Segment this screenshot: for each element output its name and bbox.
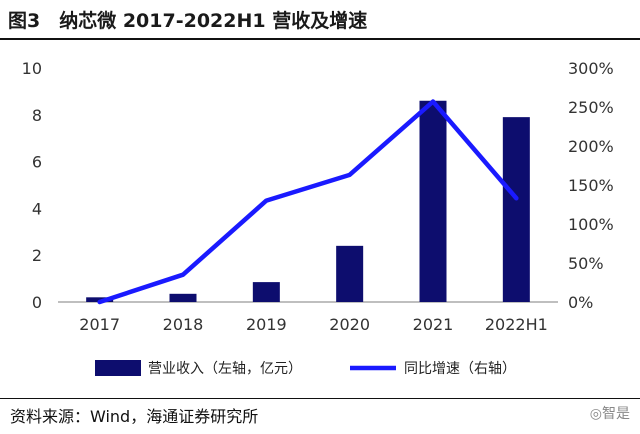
bar-2020	[336, 245, 364, 302]
right-tick-label: 250%	[568, 98, 614, 117]
right-tick-label: 50%	[568, 254, 604, 273]
left-tick-label: 4	[32, 199, 42, 218]
legend-swatch-bar	[95, 360, 141, 376]
growth-line	[97, 99, 519, 305]
bar-2018	[169, 293, 197, 302]
chart-title: 图3 纳芯微 2017-2022H1 营收及增速	[8, 10, 368, 32]
source-note: 资料来源：Wind，海通证券研究所	[10, 407, 259, 426]
x-tick-label: 2019	[246, 315, 287, 334]
right-tick-label: 100%	[568, 215, 614, 234]
bar-2019	[252, 282, 280, 302]
watermark: ◎智是	[589, 406, 630, 422]
x-axis-ticks: 2017 2018 2019 2020 2021 2022H1	[79, 315, 547, 334]
x-tick-label: 2018	[163, 315, 204, 334]
source-divider	[0, 398, 640, 399]
left-tick-label: 6	[32, 153, 42, 172]
right-tick-label: 150%	[568, 176, 614, 195]
title-underline	[0, 38, 640, 40]
plot-area	[58, 99, 558, 305]
legend-label-bar: 营业收入（左轴，亿元）	[148, 361, 302, 377]
bar-2022H1	[502, 117, 530, 302]
legend: 营业收入（左轴，亿元） 同比增速（右轴）	[95, 360, 516, 377]
left-axis-ticks: 0 2 4 6 8 10	[22, 59, 42, 312]
right-tick-label: 200%	[568, 137, 614, 156]
x-tick-label: 2022H1	[485, 315, 548, 334]
legend-label-line: 同比增速（右轴）	[404, 361, 516, 377]
left-tick-label: 2	[32, 246, 42, 265]
left-tick-label: 0	[32, 293, 42, 312]
right-axis-ticks: 0% 50% 100% 150% 200% 250% 300%	[568, 59, 614, 312]
bar-2021	[419, 100, 447, 302]
right-tick-label: 300%	[568, 59, 614, 78]
title-bar: 图3 纳芯微 2017-2022H1 营收及增速	[0, 0, 640, 40]
left-tick-label: 8	[32, 106, 42, 125]
x-tick-label: 2017	[79, 315, 120, 334]
left-tick-label: 10	[22, 59, 42, 78]
right-tick-label: 0%	[568, 293, 593, 312]
x-tick-label: 2020	[329, 315, 370, 334]
x-tick-label: 2021	[413, 315, 454, 334]
